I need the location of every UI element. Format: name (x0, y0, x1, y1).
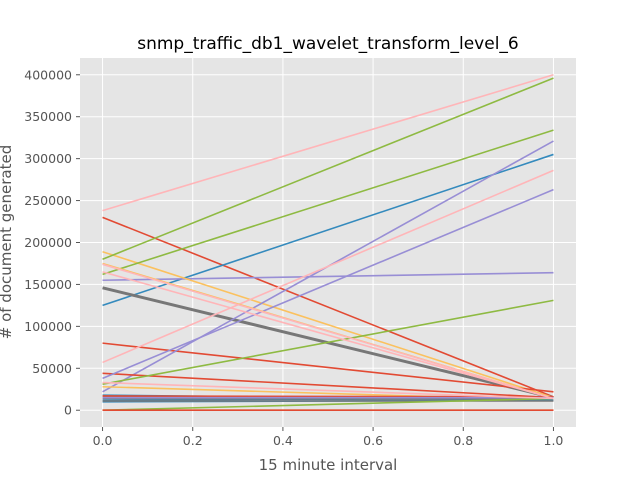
x-tick-label: 0.0 (93, 433, 113, 448)
x-tick-label: 0.8 (453, 433, 473, 448)
series-line (102, 342, 554, 393)
x-axis-ticks: 0.0 0.2 0.4 0.6 0.8 1.0 (93, 427, 564, 448)
series-line (102, 129, 554, 276)
series-line (102, 74, 554, 212)
series-line (102, 397, 554, 412)
y-tick-label: 0 (64, 403, 72, 418)
series-line (102, 169, 554, 364)
series-line (102, 250, 554, 399)
x-tick-label: 1.0 (544, 433, 564, 448)
y-tick-label: 200000 (24, 235, 72, 250)
y-tick-label: 100000 (24, 319, 72, 334)
series-line (102, 153, 554, 307)
y-tick-label: 250000 (24, 193, 72, 208)
x-tick-label: 0.2 (183, 433, 203, 448)
series-line (102, 271, 554, 282)
y-axis-ticks: 0 50000 100000 150000 200000 250000 300000 3500… (24, 67, 80, 418)
y-tick-label: 50000 (32, 361, 72, 376)
series-line (102, 77, 554, 261)
series-line (102, 395, 554, 398)
series-line (102, 263, 554, 400)
series-line (102, 216, 554, 398)
y-tick-label: 350000 (24, 109, 72, 124)
series-line (102, 188, 554, 380)
series-line (102, 271, 554, 400)
series-lines (102, 74, 554, 412)
x-axis-label: 15 minute interval (259, 456, 398, 474)
series-line (102, 299, 554, 386)
y-tick-label: 150000 (24, 277, 72, 292)
y-axis-label: # of document generated (0, 145, 15, 340)
y-tick-label: 400000 (24, 67, 72, 82)
chart-title: snmp_traffic_db1_wavelet_transform_level… (137, 34, 519, 54)
y-tick-label: 300000 (24, 151, 72, 166)
x-tick-label: 0.4 (273, 433, 293, 448)
x-tick-label: 0.6 (363, 433, 383, 448)
series-line (102, 397, 554, 401)
series-line (102, 372, 554, 399)
series-line (102, 381, 554, 400)
